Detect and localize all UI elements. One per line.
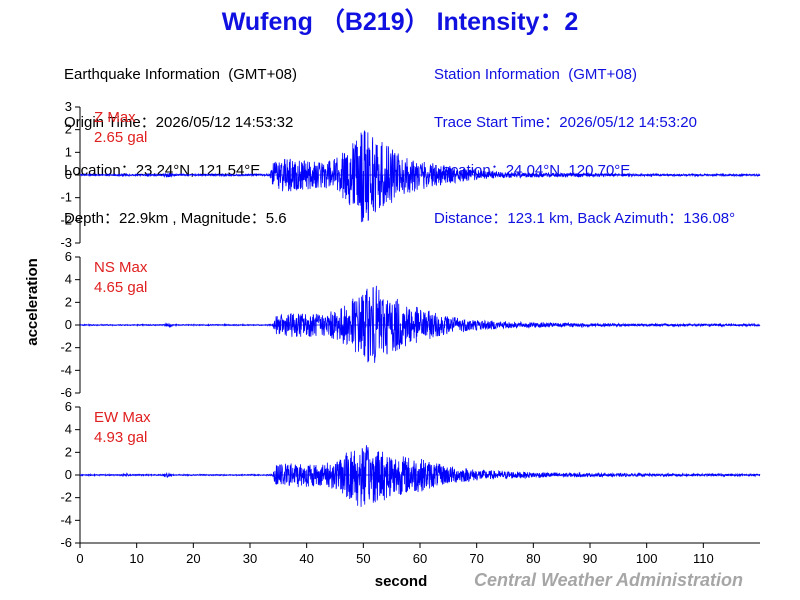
earthquake-info: Earthquake Information (GMT+08) Origin T…	[64, 35, 297, 243]
panel-ew-y-tick-label: 0	[65, 467, 72, 482]
station-info-header: Station Information (GMT+08)	[434, 66, 637, 83]
panel-ns-y-tick-label: -2	[60, 340, 72, 355]
panel-ns-waveform	[79, 285, 761, 363]
panel-ew-y-tick-label: 2	[65, 444, 72, 459]
panel-z-y-tick-label: 0	[65, 167, 72, 182]
x-tick-label: 100	[636, 551, 658, 566]
panel-z-y-tick-label: -1	[60, 190, 72, 205]
panel-ew-waveform	[79, 445, 761, 507]
panel-ew-y-tick-label: -6	[60, 535, 72, 550]
panel-ns-y-tick-label: 0	[65, 317, 72, 332]
distance-azimuth: Distance：123.1 km, Back Azimuth：136.08°	[434, 210, 736, 227]
panel-z-y-tick-label: 2	[65, 122, 72, 137]
credit-text: Central Weather Administration	[474, 570, 744, 590]
x-axis-label: second	[375, 573, 428, 590]
panel-z-max-value: 2.65 gal	[94, 129, 147, 146]
x-tick-label: 40	[299, 551, 313, 566]
x-tick-label: 80	[526, 551, 540, 566]
panel-z-y-tick-label: 1	[65, 144, 72, 159]
x-tick-label: 50	[356, 551, 370, 566]
panel-z-y-tick-label: 3	[65, 99, 72, 114]
earthquake-info-header: Earthquake Information (GMT+08)	[64, 66, 298, 83]
station-info: Station Information (GMT+08) Trace Start…	[434, 35, 735, 243]
panel-ns-y-tick-label: 4	[65, 272, 72, 287]
x-tick-label: 10	[129, 551, 143, 566]
panel-ew-max-label: EW Max	[94, 409, 151, 426]
origin-time: Origin Time：2026/05/12 14:53:32	[64, 114, 294, 131]
panel-ns-y-tick-label: 6	[65, 249, 72, 264]
depth-magnitude: Depth：22.9km , Magnitude：5.6	[64, 210, 287, 227]
panel-z-max-label: Z Max	[94, 109, 136, 126]
panel-ns-max-value: 4.65 gal	[94, 279, 147, 296]
panel-ew-max-value: 4.93 gal	[94, 429, 147, 446]
x-tick-label: 0	[76, 551, 83, 566]
panel-ns-max-label: NS Max	[94, 259, 148, 276]
x-tick-label: 60	[413, 551, 427, 566]
y-axis-label: acceleration	[24, 258, 41, 346]
trace-start-time: Trace Start Time：2026/05/12 14:53:20	[434, 114, 697, 131]
panel-ns-y-tick-label: 2	[65, 294, 72, 309]
page-title: Wufeng （B219） Intensity：2	[221, 8, 579, 36]
panel-z-y-tick-label: -2	[60, 212, 72, 227]
panel-ns-y-tick-label: -6	[60, 385, 72, 400]
x-tick-label: 70	[469, 551, 483, 566]
x-tick-label: 30	[243, 551, 257, 566]
x-tick-label: 90	[583, 551, 597, 566]
panel-ew-y-tick-label: -4	[60, 512, 72, 527]
panel-ns-y-tick-label: -4	[60, 362, 72, 377]
panel-z-waveform	[79, 130, 761, 223]
panel-z-y-tick-label: -3	[60, 235, 72, 250]
x-tick-label: 20	[186, 551, 200, 566]
panel-ew-y-tick-label: -2	[60, 490, 72, 505]
x-tick-label: 110	[693, 551, 714, 566]
panel-ew-y-tick-label: 6	[65, 399, 72, 414]
panel-ew-y-tick-label: 4	[65, 422, 72, 437]
